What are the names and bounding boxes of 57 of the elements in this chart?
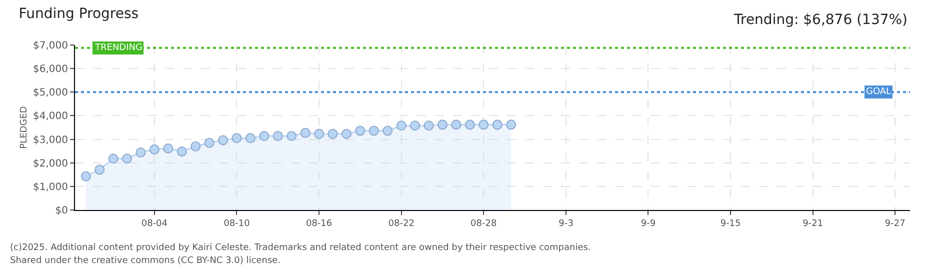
y-tick-label: $7,000 <box>33 40 68 52</box>
point <box>232 133 242 144</box>
point <box>506 120 516 130</box>
x-tick-label: 9-21 <box>802 218 824 229</box>
point <box>396 120 406 131</box>
y-tick-label: $2,000 <box>33 158 68 170</box>
y-tick-label: $0 <box>55 206 68 216</box>
point <box>136 147 146 158</box>
y-axis-title: PLEDGED <box>19 106 30 149</box>
point <box>149 144 160 154</box>
point <box>464 120 475 130</box>
x-tick-label: 9-27 <box>884 218 906 229</box>
y-tick-label: $5,000 <box>33 88 68 99</box>
point <box>492 120 502 130</box>
x-tick-label: 9-15 <box>720 218 741 229</box>
y-tick-label: $3,000 <box>33 134 68 146</box>
x-tick-label: 08-16 <box>306 218 332 229</box>
point <box>478 120 489 130</box>
ref-line-label: GOAL <box>866 87 892 97</box>
chart-subtitle: Trending: $6,876 (137%) <box>733 12 908 28</box>
x-tick-label: 08-10 <box>224 218 250 229</box>
point <box>190 141 201 152</box>
x-tick-label: 08-04 <box>141 218 168 229</box>
ref-line-label: TRENDING <box>94 43 142 53</box>
point <box>286 130 297 141</box>
point <box>163 143 174 154</box>
y-tick-label: $1,000 <box>33 182 68 193</box>
text: Shared under the creative commons (CC BY-NC 3.0) license. <box>10 256 281 266</box>
point <box>218 135 228 146</box>
text: (c)2025. Additional content provided by Kairi Celeste. Trademarks and related content are owned by their respective companies. <box>10 243 591 253</box>
point <box>80 171 91 182</box>
point <box>122 154 132 164</box>
point <box>328 128 338 139</box>
x-tick-label: 08-22 <box>388 218 414 229</box>
point <box>300 128 310 138</box>
point <box>410 120 420 131</box>
point <box>355 126 366 136</box>
x-tick-label: 08-28 <box>470 218 497 229</box>
chart-title: Funding Progress <box>18 6 139 22</box>
point <box>204 138 214 148</box>
point <box>314 128 324 139</box>
y-tick-label: $6,000 <box>33 64 68 76</box>
point <box>176 146 187 157</box>
point <box>424 120 434 131</box>
point <box>94 164 105 175</box>
point <box>341 128 352 139</box>
point <box>245 133 256 144</box>
point <box>451 120 462 130</box>
point <box>437 120 448 130</box>
point <box>259 130 270 141</box>
y-tick-label: $4,000 <box>33 111 68 122</box>
point <box>368 126 379 136</box>
point <box>108 154 118 164</box>
point <box>382 126 393 136</box>
x-tick-label: 9-3 <box>558 218 574 229</box>
x-tick-label: 9-9 <box>640 218 656 229</box>
point <box>272 130 283 141</box>
